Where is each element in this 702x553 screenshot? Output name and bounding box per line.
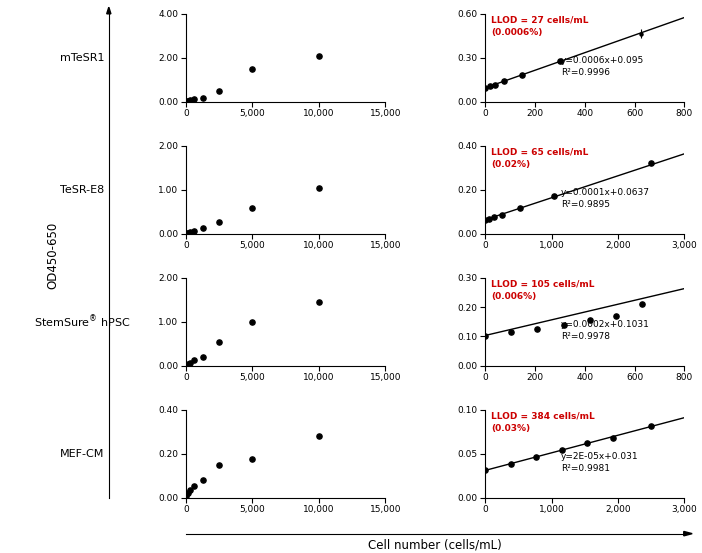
Point [183, 96, 194, 105]
Point [637, 300, 648, 309]
Text: (0.0006%): (0.0006%) [491, 28, 543, 37]
Point [185, 228, 196, 237]
Point [514, 204, 525, 213]
Text: R²=0.9996: R²=0.9996 [561, 69, 610, 77]
Text: R²=0.9895: R²=0.9895 [561, 200, 610, 210]
Point [558, 321, 569, 330]
Point [531, 453, 542, 462]
Point [247, 455, 258, 463]
Point [489, 80, 500, 89]
Text: R²=0.9978: R²=0.9978 [561, 332, 610, 341]
Point [180, 361, 192, 370]
Point [581, 439, 592, 447]
Text: Cell number (cells/mL): Cell number (cells/mL) [369, 538, 502, 551]
Point [180, 97, 192, 106]
Text: LLOD = 65 cells/mL: LLOD = 65 cells/mL [491, 148, 588, 156]
Text: (0.03%): (0.03%) [491, 424, 530, 433]
Point [532, 325, 543, 333]
Text: LLOD = 105 cells/mL: LLOD = 105 cells/mL [491, 279, 595, 289]
Point [189, 481, 200, 490]
Point [548, 192, 559, 201]
Point [213, 218, 225, 227]
Text: y=0.0002x+0.1031: y=0.0002x+0.1031 [561, 320, 650, 329]
Point [505, 327, 517, 336]
Text: LLOD = 27 cells/mL: LLOD = 27 cells/mL [491, 15, 588, 24]
Text: mTeSR1: mTeSR1 [60, 53, 105, 63]
Point [479, 215, 491, 224]
Point [197, 352, 208, 361]
Text: y=2E-05x+0.031: y=2E-05x+0.031 [561, 452, 638, 461]
Point [554, 57, 565, 66]
Text: OD450-650: OD450-650 [46, 222, 59, 289]
Text: (0.006%): (0.006%) [491, 292, 536, 301]
Point [607, 434, 618, 442]
Point [610, 312, 621, 321]
Point [584, 316, 595, 325]
Point [646, 421, 657, 430]
Point [484, 214, 495, 223]
Point [185, 96, 196, 105]
Point [183, 228, 194, 237]
Point [646, 159, 657, 168]
Point [180, 229, 192, 238]
Point [247, 204, 258, 213]
Point [313, 432, 324, 441]
Text: StemSure$^{®}$ hPSC: StemSure$^{®}$ hPSC [34, 314, 131, 330]
Point [313, 298, 324, 306]
Text: y=0.0006x+0.095: y=0.0006x+0.095 [561, 56, 644, 65]
Point [556, 446, 567, 455]
Point [183, 360, 194, 369]
Point [498, 77, 510, 86]
Point [213, 460, 225, 469]
Text: MEF-CM: MEF-CM [60, 448, 105, 458]
Point [313, 51, 324, 60]
Text: R²=0.9981: R²=0.9981 [561, 465, 610, 473]
Point [183, 489, 194, 498]
Point [247, 317, 258, 326]
Point [479, 84, 491, 92]
Point [247, 64, 258, 73]
Point [180, 491, 192, 500]
Point [189, 227, 200, 236]
Point [484, 82, 496, 91]
Point [505, 460, 516, 469]
Point [479, 466, 491, 475]
Point [189, 356, 200, 365]
Text: TeSR-E8: TeSR-E8 [60, 185, 105, 195]
Point [488, 213, 499, 222]
Text: y=0.0001x+0.0637: y=0.0001x+0.0637 [561, 188, 650, 197]
Point [185, 359, 196, 368]
Point [213, 86, 225, 95]
Point [517, 70, 528, 79]
Text: LLOD = 384 cells/mL: LLOD = 384 cells/mL [491, 411, 595, 420]
Text: (0.02%): (0.02%) [491, 160, 530, 169]
Point [197, 476, 208, 484]
Point [213, 337, 225, 346]
Point [313, 183, 324, 192]
Point [185, 486, 196, 494]
Point [197, 224, 208, 233]
Point [497, 210, 508, 219]
Point [479, 331, 491, 340]
Point [189, 95, 200, 103]
Point [197, 93, 208, 102]
